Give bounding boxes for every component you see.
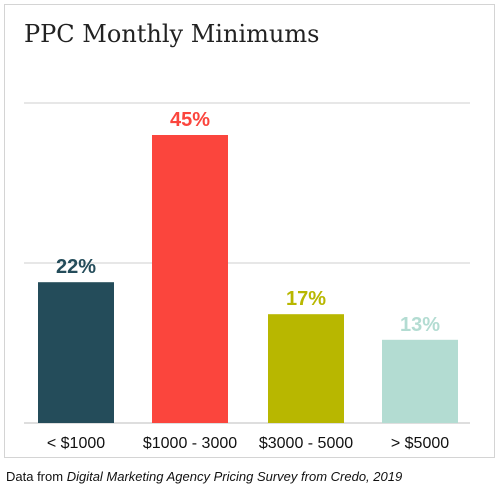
chart-title: PPC Monthly Minimums	[24, 20, 320, 48]
x-tick-label: < $1000	[47, 435, 105, 452]
caption-prefix: Data from	[6, 469, 67, 484]
bar	[382, 339, 458, 423]
data-label: 17%	[286, 288, 326, 310]
data-label: 22%	[56, 256, 96, 278]
bar-series: 22% < $1000 45% $1000 - 3000 17% $3000 - 5000…	[38, 109, 458, 452]
data-label: 13%	[400, 314, 440, 336]
x-tick-label: $1000 - 3000	[143, 435, 237, 452]
bar	[38, 282, 114, 423]
x-tick-label: $3000 - 5000	[259, 435, 353, 452]
bar	[268, 314, 344, 423]
bar	[152, 135, 228, 423]
caption-source: Digital Marketing Agency Pricing Survey …	[66, 469, 403, 484]
x-tick-label: > $5000	[391, 435, 449, 452]
source-caption: Data from Digital Marketing Agency Prici…	[6, 469, 402, 484]
data-label: 45%	[170, 109, 210, 131]
